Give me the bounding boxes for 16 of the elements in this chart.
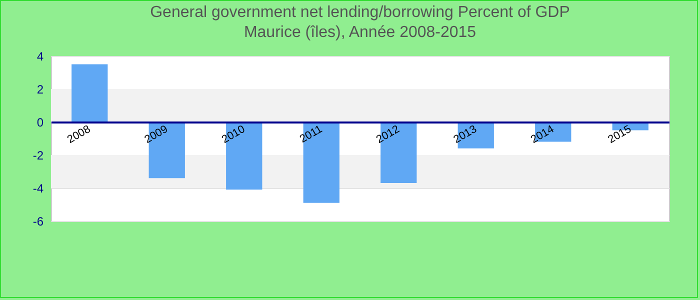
x-tick-label: 2014: [528, 123, 556, 146]
y-tick-label: 0: [36, 116, 44, 130]
y-tick-label: -6: [32, 214, 44, 228]
y-tick-label: -4: [32, 182, 44, 196]
y-tick-label: 2: [36, 82, 44, 96]
x-tick-label: 2012: [374, 123, 402, 146]
y-tick-label: -2: [32, 148, 44, 162]
x-tick-label: 2008: [65, 123, 93, 146]
chart-subtitle: Maurice (îles), Année 2008-2015: [244, 24, 476, 41]
x-tick-label: 2011: [298, 123, 324, 146]
x-tick-label: 2010: [220, 123, 248, 146]
x-tick-label: 2009: [142, 123, 170, 146]
x-tick-label: 2015: [606, 123, 634, 146]
x-tick-label: 2013: [452, 123, 479, 146]
y-tick-label: 4: [36, 50, 44, 64]
chart-title: General government net lending/borrowing Percent of GDP: [150, 4, 570, 21]
